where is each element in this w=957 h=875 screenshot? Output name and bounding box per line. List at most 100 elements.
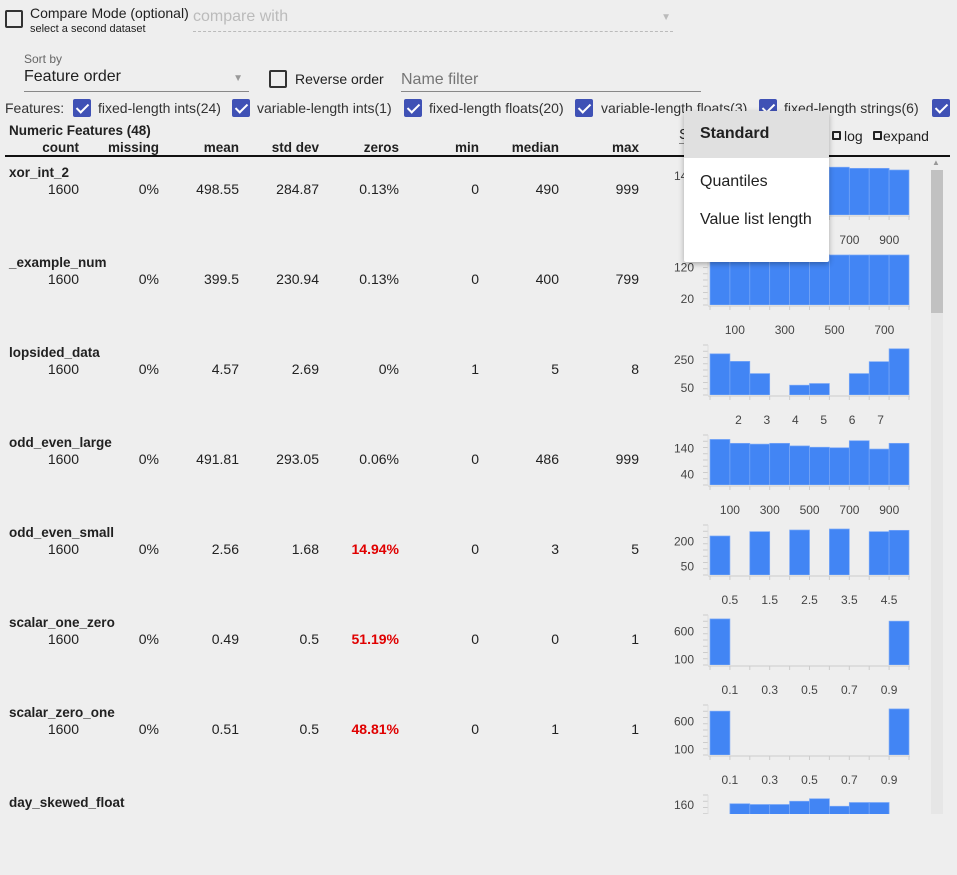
scrollbar-thumb[interactable] xyxy=(931,170,943,313)
histogram-bar xyxy=(868,361,890,396)
cell-max: 999 xyxy=(615,181,639,197)
column-header-min[interactable]: min xyxy=(454,140,479,155)
sort-by-select[interactable]: Feature order ▼ xyxy=(24,68,249,92)
table-row: xor_int_2 1600 0% 498.55 284.87 0.13% 0 490 999 xyxy=(0,165,660,245)
chevron-down-icon: ▼ xyxy=(233,73,243,84)
histogram-bar xyxy=(888,708,910,756)
histogram-bar xyxy=(789,384,810,396)
histogram-bar xyxy=(868,448,890,486)
scroll-up-arrow[interactable]: ▲ xyxy=(932,158,940,167)
log-checkbox[interactable] xyxy=(832,131,841,140)
menu-item-quantiles[interactable]: Quantiles xyxy=(684,159,829,206)
table-row: _example_num 1600 0% 399.5 230.94 0.13% 0 400 79… xyxy=(0,255,660,335)
cell-std-dev: 0.5 xyxy=(299,631,319,647)
column-header-median[interactable]: median xyxy=(511,140,559,155)
column-header-zeros[interactable]: zeros xyxy=(363,140,399,155)
x-tick-label: 6 xyxy=(849,413,856,427)
table-row: odd_even_small 1600 0% 2.56 1.68 14.94% 0 3 5 xyxy=(0,525,660,605)
histogram-bar xyxy=(729,254,751,306)
cell-mean: 0.51 xyxy=(211,721,239,737)
x-tick-label: 0.5 xyxy=(722,593,739,607)
histogram-bar xyxy=(829,805,850,814)
x-tick-label: 5 xyxy=(820,413,827,427)
cell-mean: 491.81 xyxy=(196,451,239,467)
histogram-bar xyxy=(789,800,810,814)
column-header-missing[interactable]: missing xyxy=(107,140,159,155)
column-header-std-dev[interactable]: std dev xyxy=(271,140,319,155)
cell-zeros: 0.13% xyxy=(359,271,399,287)
feature-name: lopsided_data xyxy=(9,345,100,360)
y-tick-label: 600 xyxy=(674,714,694,728)
x-tick-label: 7 xyxy=(877,413,884,427)
feature-checkbox-more[interactable] xyxy=(932,99,950,117)
compare-with-select[interactable]: compare with ▼ xyxy=(193,8,673,32)
feature-checkbox-variable-ints[interactable] xyxy=(232,99,250,117)
feature-checkbox-fixed-ints[interactable] xyxy=(73,99,91,117)
x-tick-label: 100 xyxy=(720,503,740,517)
features-label: Features: xyxy=(5,100,65,116)
y-tick-label: 100 xyxy=(674,652,694,666)
reverse-order-checkbox[interactable] xyxy=(269,70,287,88)
histogram-bar xyxy=(868,802,890,814)
cell-mean: 0.49 xyxy=(211,631,239,647)
histogram-bar xyxy=(749,373,771,396)
menu-item-value-list-length[interactable]: Value list length xyxy=(684,201,829,248)
cell-max: 1 xyxy=(631,631,639,647)
y-tick-label: 160 xyxy=(674,798,694,812)
cell-std-dev: 0.5 xyxy=(299,721,319,737)
column-header-count[interactable]: count xyxy=(42,140,79,155)
table-title: Numeric Features (48) xyxy=(9,123,151,138)
cell-missing: 0% xyxy=(138,181,159,197)
cell-missing: 0% xyxy=(138,451,159,467)
cell-count: 1600 xyxy=(47,541,79,557)
x-tick-label: 700 xyxy=(839,503,859,517)
histogram-bar xyxy=(729,803,751,814)
histogram-bar xyxy=(769,442,790,486)
expand-checkbox[interactable] xyxy=(873,131,882,140)
table-row: scalar_zero_one 1600 0% 0.51 0.5 48.81% 0 1 1 xyxy=(0,705,660,785)
histogram-bar xyxy=(848,373,870,396)
cell-min: 0 xyxy=(471,181,479,197)
histogram-bar xyxy=(888,442,910,486)
x-tick-label: 0.9 xyxy=(881,683,898,697)
scrollbar-track[interactable] xyxy=(931,170,943,814)
cell-min: 0 xyxy=(471,541,479,557)
feature-name: _example_num xyxy=(9,255,107,270)
histogram-bar xyxy=(709,439,731,486)
histogram-odd_even_large: 140 40 100 300 500 700 900 xyxy=(674,434,910,517)
cell-max: 1 xyxy=(631,721,639,737)
x-tick-label: 500 xyxy=(800,503,820,517)
x-tick-label: 0.5 xyxy=(801,773,818,787)
x-tick-label: 0.1 xyxy=(722,683,739,697)
cell-count: 1600 xyxy=(47,361,79,377)
column-header-mean[interactable]: mean xyxy=(203,140,239,155)
compare-mode-checkbox[interactable] xyxy=(5,10,23,28)
histogram-bar xyxy=(749,531,771,576)
chevron-down-icon: ▼ xyxy=(661,12,671,23)
cell-max: 999 xyxy=(615,451,639,467)
table-row: odd_even_large 1600 0% 491.81 293.05 0.06% 0 48… xyxy=(0,435,660,515)
name-filter-input[interactable] xyxy=(401,68,701,92)
x-tick-label: 3 xyxy=(764,413,771,427)
histogram-odd_even_small: 200 50 0.5 1.5 2.5 3.5 4.5 xyxy=(674,524,910,607)
feature-checkbox-fixed-floats[interactable] xyxy=(404,99,422,117)
feature-checkbox-variable-floats[interactable] xyxy=(575,99,593,117)
cell-median: 1 xyxy=(551,721,559,737)
cell-std-dev: 284.87 xyxy=(276,181,319,197)
histogram-bar xyxy=(749,254,771,306)
column-header-max[interactable]: max xyxy=(611,140,639,155)
histogram-charts: 1401003005007009001202010030050070025050… xyxy=(674,164,910,814)
histogram-bar xyxy=(888,529,910,576)
compare-mode-label: Compare Mode (optional) xyxy=(30,5,189,21)
histogram-bar xyxy=(749,804,771,814)
histogram-bar xyxy=(829,447,850,486)
menu-item-standard[interactable]: Standard xyxy=(684,111,829,158)
histogram-bar xyxy=(809,383,830,396)
feature-name: scalar_one_zero xyxy=(9,615,115,630)
histogram-bar xyxy=(829,528,850,576)
histogram-bar xyxy=(809,254,830,306)
x-tick-label: 4.5 xyxy=(881,593,898,607)
cell-median: 3 xyxy=(551,541,559,557)
feature-name: day_skewed_float xyxy=(9,795,125,810)
cell-missing: 0% xyxy=(138,361,159,377)
